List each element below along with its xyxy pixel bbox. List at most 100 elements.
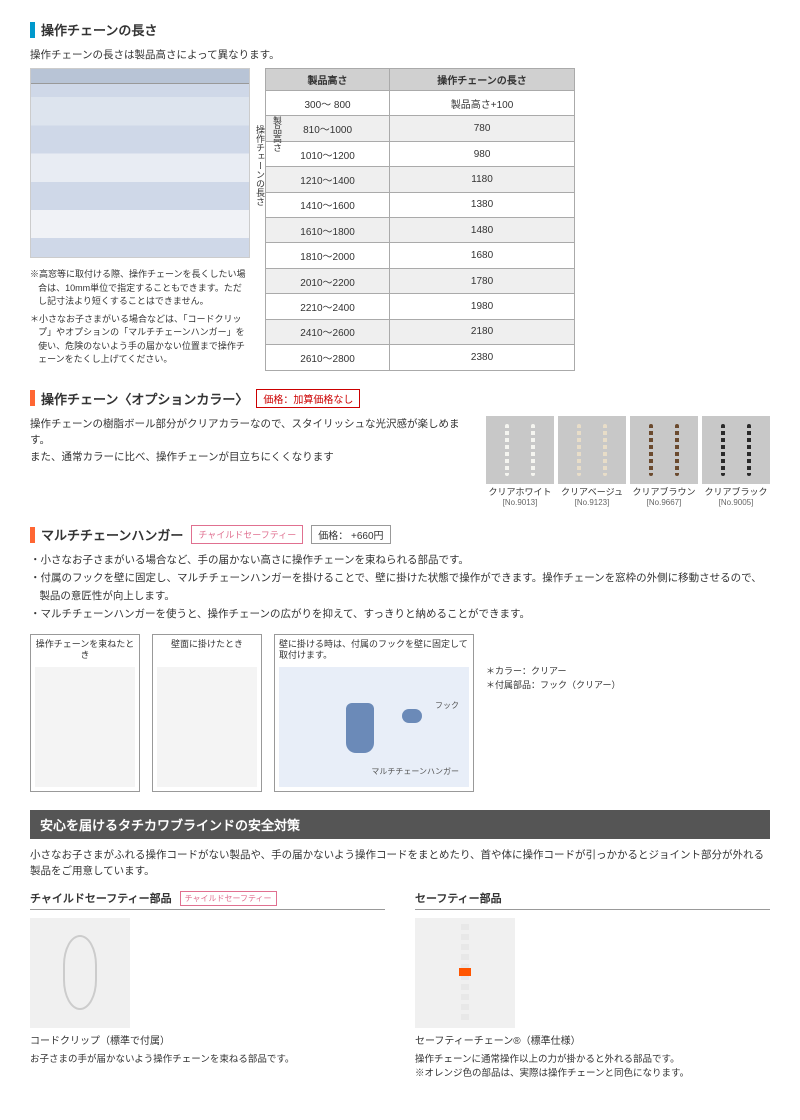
safety-section: 安心を届けるタチカワブラインドの安全対策 小さなお子さまがふれる操作コードがない… xyxy=(30,810,770,1082)
table-cell: 1410～1600 xyxy=(266,192,390,217)
option-text: 操作チェーンの樹脂ボール部分がクリアカラーなので、スタイリッシュな光沢感が楽しめ… xyxy=(30,416,474,466)
mch-caption-1: 操作チェーンを束ねたとき xyxy=(35,639,135,663)
table-cell: 1980 xyxy=(390,294,575,319)
safety-col2-caption: セーフティーチェーン®（標準仕様） xyxy=(415,1032,770,1047)
safety-col1-note: お子さまの手が届かないよう操作チェーンを束ねる部品です。 xyxy=(30,1053,385,1067)
child-safety-badge: チャイルドセーフティー xyxy=(191,525,303,544)
section-intro: 操作チェーンの長さは製品高さによって異なります。 xyxy=(30,47,770,62)
table-cell: 1610～1800 xyxy=(266,218,390,243)
chain-length-section: 操作チェーンの長さ 操作チェーンの長さは製品高さによって異なります。 操作チェー… xyxy=(30,20,770,371)
table-cell: 1780 xyxy=(390,268,575,293)
hanger-icon xyxy=(346,703,374,753)
product-height-label: 製品高さ xyxy=(271,116,284,152)
option-color-section: 操作チェーン〈オプションカラー〉 価格：加算価格なし 操作チェーンの樹脂ボール部… xyxy=(30,389,770,508)
table-cell: 1210～1400 xyxy=(266,167,390,192)
table-row: 2610～28002380 xyxy=(266,345,575,370)
color-swatches: クリアホワイト [No.9013] クリアベージュ [No.9123] クリアブ… xyxy=(486,416,770,508)
safety-col-1: チャイルドセーフティー部品 チャイルドセーフティー コードクリップ（標準で付属）… xyxy=(30,890,385,1082)
safety-col2-title: セーフティー部品 xyxy=(415,890,502,906)
section-title: マルチチェーンハンガー xyxy=(41,525,183,544)
swatch-image xyxy=(558,416,626,484)
mch-note-1: ＊カラー：クリアー xyxy=(486,664,620,678)
table-cell: 1010～1200 xyxy=(266,141,390,166)
table-row: 1810～20001680 xyxy=(266,243,575,268)
bullet-1: ・小さなお子さまがいる場合など、手の届かない高さに操作チェーンを束ねられる部品で… xyxy=(30,552,770,570)
swatch-code: [No.9667] xyxy=(630,498,698,507)
bullet-2: ・付属のフックを壁に固定し、マルチチェーンハンガーを掛けることで、壁に掛けた状態… xyxy=(30,570,770,606)
section-bar-icon xyxy=(30,527,35,543)
hanger-label: マルチチェーンハンガー xyxy=(371,766,459,777)
table-row: 1210～14001180 xyxy=(266,167,575,192)
table-cell: 2210～2400 xyxy=(266,294,390,319)
section-bar-icon xyxy=(30,22,35,38)
mch-notes: ＊カラー：クリアー ＊付属部品：フック（クリアー） xyxy=(486,634,620,693)
table-cell: 2180 xyxy=(390,319,575,344)
table-cell: 2380 xyxy=(390,345,575,370)
note-1: ※高窓等に取付ける際、操作チェーンを長くしたい場合は、10mm単位で指定すること… xyxy=(30,268,250,309)
table-cell: 2610～2800 xyxy=(266,345,390,370)
safety-intro: 小さなお子さまがふれる操作コードがない製品や、手の届かないよう操作コードをまとめ… xyxy=(30,847,770,881)
mch-box-2: 壁面に掛けたとき xyxy=(152,634,262,792)
child-safety-badge: チャイルドセーフティー xyxy=(180,891,277,906)
table-cell: 300～ 800 xyxy=(266,91,390,116)
mch-diagram: フック マルチチェーンハンガー xyxy=(279,667,469,787)
section-header: 操作チェーン〈オプションカラー〉 価格：加算価格なし xyxy=(30,389,770,408)
chain-length-label: 操作チェーンの長さ xyxy=(254,125,267,206)
safety-col2-note2: ※オレンジ色の部品は、実際は操作チェーンと同色になります。 xyxy=(415,1067,770,1081)
table-row: 2210～24001980 xyxy=(266,294,575,319)
mch-note-2: ＊付属部品：フック（クリアー） xyxy=(486,678,620,692)
table-cell: 製品高さ+100 xyxy=(390,91,575,116)
table-cell: 1380 xyxy=(390,192,575,217)
swatch-code: [No.9123] xyxy=(558,498,626,507)
swatch-label: クリアブラック xyxy=(702,487,770,499)
safety-col1-caption: コードクリップ（標準で付属） xyxy=(30,1032,385,1047)
note-2: ＊小さなお子さまがいる場合などは、「コードクリップ」やオプションの「マルチチェー… xyxy=(30,313,250,367)
mch-caption-3: 壁に掛ける時は、付属のフックを壁に固定して取付けます。 xyxy=(279,639,469,663)
hook-icon xyxy=(402,709,422,723)
color-swatch: クリアブラウン [No.9667] xyxy=(630,416,698,508)
diagram-notes: ※高窓等に取付ける際、操作チェーンを長くしたい場合は、10mm単位で指定すること… xyxy=(30,268,250,367)
multi-chain-hanger-section: マルチチェーンハンガー チャイルドセーフティー 価格： +660円 ・小さなお子… xyxy=(30,525,770,791)
chain-length-table: 製品高さ 操作チェーンの長さ 300～ 800製品高さ+100810～10007… xyxy=(265,68,575,371)
section-bar-icon xyxy=(30,390,35,406)
table-cell: 2410～2600 xyxy=(266,319,390,344)
color-swatch: クリアホワイト [No.9013] xyxy=(486,416,554,508)
swatch-image xyxy=(702,416,770,484)
table-header-chain: 操作チェーンの長さ xyxy=(390,69,575,91)
section-header: マルチチェーンハンガー チャイルドセーフティー 価格： +660円 xyxy=(30,525,770,544)
color-swatch: クリアベージュ [No.9123] xyxy=(558,416,626,508)
swatch-code: [No.9005] xyxy=(702,498,770,507)
swatch-label: クリアホワイト xyxy=(486,487,554,499)
price-badge: 価格： +660円 xyxy=(311,525,390,544)
table-cell: 1480 xyxy=(390,218,575,243)
table-row: 1410～16001380 xyxy=(266,192,575,217)
option-text-1: 操作チェーンの樹脂ボール部分がクリアカラーなので、スタイリッシュな光沢感が楽しめ… xyxy=(30,416,474,450)
option-text-2: また、通常カラーに比べ、操作チェーンが目立ちにくくなります xyxy=(30,449,474,466)
safety-chain-image xyxy=(415,918,515,1028)
safety-col1-title: チャイルドセーフティー部品 xyxy=(30,890,172,906)
bullet-3: ・マルチチェーンハンガーを使うと、操作チェーンの広がりを抑えて、すっきりと納める… xyxy=(30,606,770,624)
section-title: 操作チェーンの長さ xyxy=(41,20,157,39)
section-title: 操作チェーン〈オプションカラー〉 xyxy=(41,389,248,408)
swatch-image xyxy=(630,416,698,484)
price-badge: 価格：加算価格なし xyxy=(256,389,360,408)
safety-col2-note1: 操作チェーンに通常操作以上の力が掛かると外れる部品です。 xyxy=(415,1053,770,1067)
table-cell: 980 xyxy=(390,141,575,166)
mch-image-2 xyxy=(157,667,257,787)
hook-label: フック xyxy=(435,700,459,711)
mch-caption-2: 壁面に掛けたとき xyxy=(157,639,257,663)
table-row: 1610～18001480 xyxy=(266,218,575,243)
swatch-label: クリアブラウン xyxy=(630,487,698,499)
table-cell: 1810～2000 xyxy=(266,243,390,268)
cord-clip-image xyxy=(30,918,130,1028)
table-row: 2410～26002180 xyxy=(266,319,575,344)
mch-image-1 xyxy=(35,667,135,787)
table-row: 300～ 800製品高さ+100 xyxy=(266,91,575,116)
table-cell: 780 xyxy=(390,116,575,141)
table-row: 1010～1200980 xyxy=(266,141,575,166)
table-cell: 2010～2200 xyxy=(266,268,390,293)
blind-illustration: 操作チェーンの長さ 製品高さ xyxy=(30,68,250,258)
color-swatch: クリアブラック [No.9005] xyxy=(702,416,770,508)
table-header-height: 製品高さ xyxy=(266,69,390,91)
table-row: 2010～22001780 xyxy=(266,268,575,293)
